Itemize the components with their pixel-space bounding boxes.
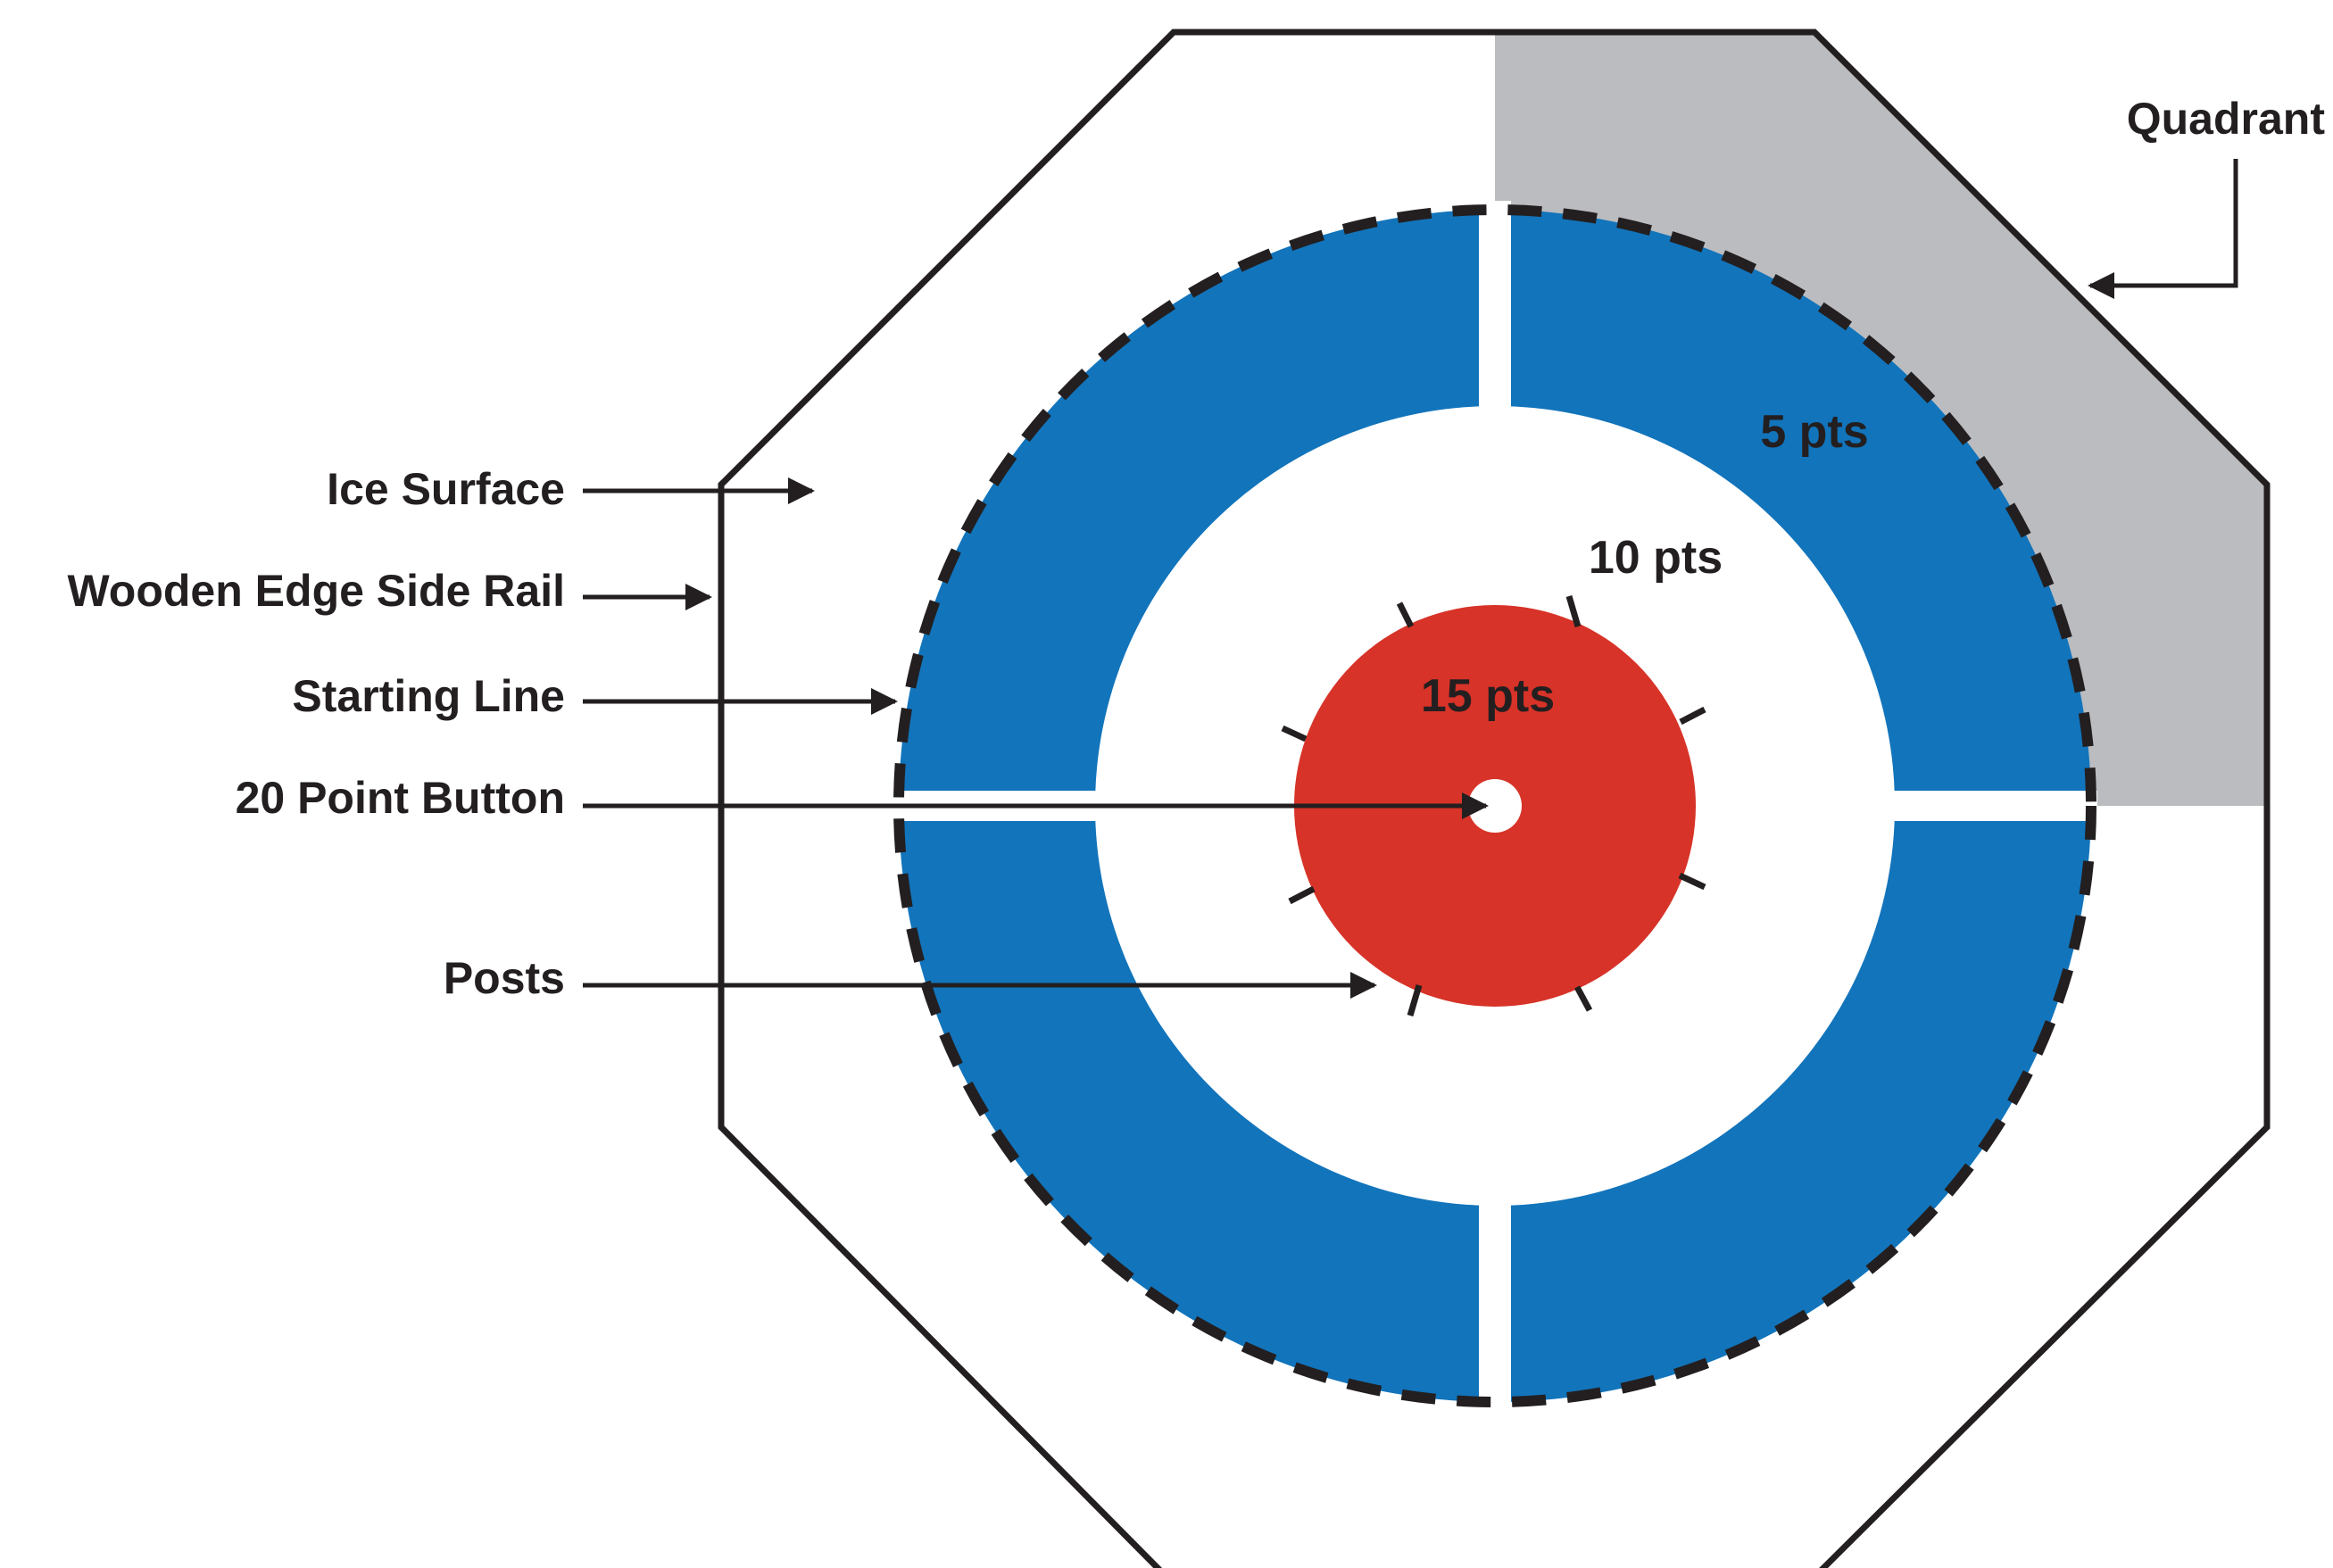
quadrant-divider-right xyxy=(1890,791,2097,821)
center-circle-score-label: 15 pts xyxy=(1421,670,1555,722)
post xyxy=(1679,706,1706,726)
board-octagon-rail xyxy=(718,29,2271,1568)
post xyxy=(1396,601,1415,628)
middle-ring-score-label: 10 pts xyxy=(1589,532,1723,584)
outer-ring-score-label: 5 pts xyxy=(1760,406,1868,458)
quadrant-divider-bottom xyxy=(1479,1204,1511,1411)
post xyxy=(1288,885,1316,905)
post xyxy=(1565,595,1582,627)
quadrant-arrow xyxy=(2088,159,2238,299)
posts-group xyxy=(1281,595,1706,1016)
posts-label: Posts xyxy=(444,953,565,1003)
post xyxy=(1407,984,1423,1016)
wooden-edge-side-rail-label: Wooden Edge Side Rail xyxy=(68,566,565,616)
post xyxy=(1678,872,1706,891)
quadrant-divider-top xyxy=(1479,201,1511,408)
starting-line-dashed-circle xyxy=(893,204,2096,1407)
post xyxy=(1573,985,1593,1012)
quadrant-label: Quadrant xyxy=(2127,94,2326,144)
ice-surface-label: Ice Surface xyxy=(327,464,565,514)
post xyxy=(1281,725,1308,743)
point-button-20-label: 20 Point Button xyxy=(236,773,565,823)
starting-line-label: Starting Line xyxy=(292,671,565,721)
